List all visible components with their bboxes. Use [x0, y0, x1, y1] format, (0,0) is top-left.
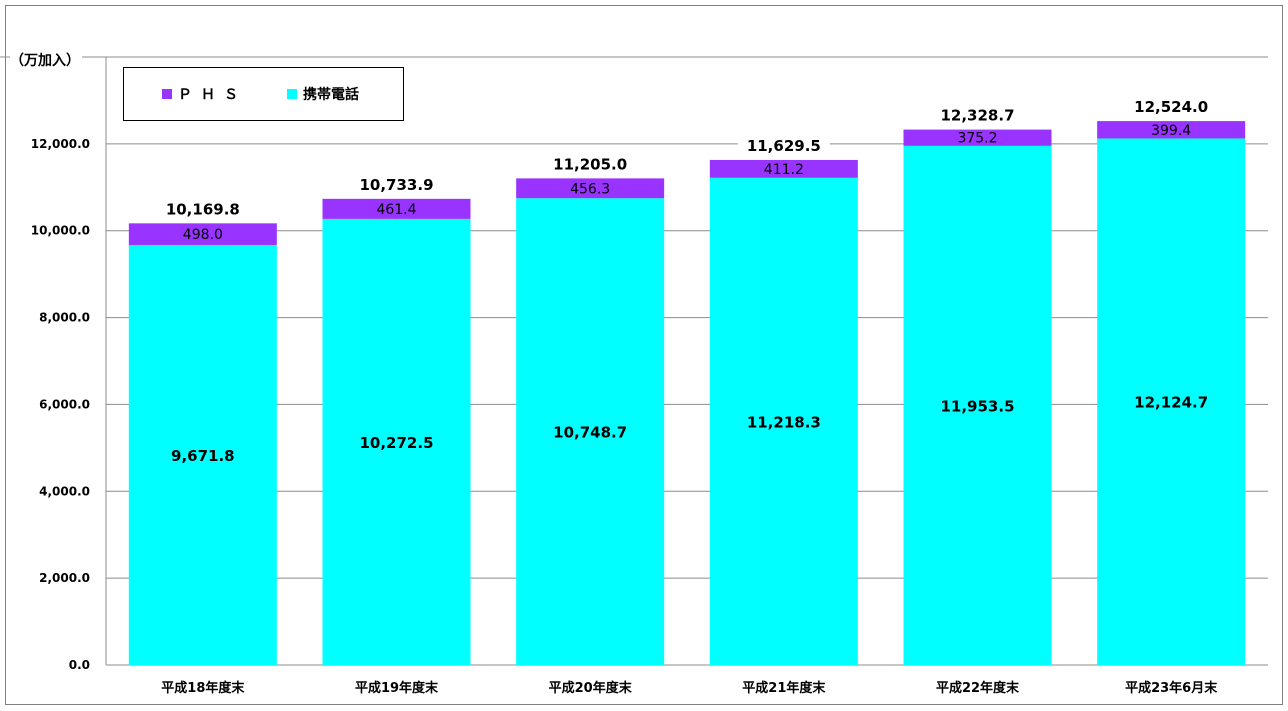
total-label: 11,629.5 [747, 137, 821, 155]
data-label-mobile: 11,218.3 [747, 413, 821, 431]
y-tick-label: 0.0 [69, 658, 90, 672]
x-tick-label: 平成21年度末 [742, 680, 826, 696]
y-axis-unit-label: （万加入） [10, 50, 82, 70]
x-tick-label: 平成20年度末 [549, 680, 633, 696]
y-tick-label: 12,000.0 [31, 137, 90, 151]
data-label-phs: 456.3 [570, 181, 610, 197]
total-label-bg [931, 105, 1024, 125]
y-tick-label: 6,000.0 [39, 397, 90, 411]
bar-mobile [1097, 138, 1246, 666]
data-label-mobile: 10,748.7 [553, 424, 627, 442]
total-label: 10,169.8 [166, 200, 240, 218]
data-label-phs: 498.0 [183, 227, 223, 243]
data-label-phs: 399.4 [1151, 123, 1191, 139]
data-label-phs: 411.2 [764, 162, 804, 178]
bar-phs [1097, 121, 1246, 139]
chart-frame [5, 5, 1283, 705]
x-tick-label: 平成22年度末 [936, 680, 1020, 696]
total-label-bg [350, 174, 443, 194]
bar-mobile [128, 244, 277, 666]
y-tick-label: 2,000.0 [39, 571, 90, 585]
bar-mobile [322, 218, 471, 665]
bar-mobile [903, 145, 1052, 665]
data-label-phs: 375.2 [957, 131, 997, 147]
total-label: 12,524.0 [1134, 98, 1208, 116]
bar-phs [516, 178, 665, 199]
data-label-mobile: 9,671.8 [171, 447, 235, 465]
legend-item-phs: ＰＨＳ [162, 84, 247, 104]
legend-swatch-mobile [287, 89, 297, 99]
bar-mobile [709, 177, 858, 666]
total-label: 12,328.7 [940, 107, 1014, 125]
total-label: 11,205.0 [553, 155, 627, 173]
data-label-phs: 461.4 [376, 202, 416, 218]
chart-legend: ＰＨＳ 携帯電話 [123, 67, 404, 121]
y-tick-label: 4,000.0 [39, 484, 90, 498]
total-label-bg [156, 199, 249, 219]
legend-swatch-phs [162, 89, 172, 99]
bar-phs [322, 198, 471, 219]
legend-label-phs: ＰＨＳ [178, 87, 247, 103]
x-tick-label: 平成18年度末 [161, 680, 245, 696]
total-label: 10,733.9 [359, 176, 433, 194]
legend-label-mobile: 携帯電話 [303, 87, 359, 103]
data-label-mobile: 12,124.7 [1134, 394, 1208, 412]
data-label-mobile: 10,272.5 [359, 434, 433, 452]
x-tick-label: 平成23年6月末 [1125, 680, 1218, 696]
data-label-mobile: 11,953.5 [940, 397, 1014, 415]
total-label-bg [737, 135, 830, 155]
x-tick-label: 平成19年度末 [355, 680, 439, 696]
y-tick-label: 10,000.0 [31, 224, 90, 238]
legend-item-mobile: 携帯電話 [287, 84, 359, 104]
bar-mobile [516, 198, 665, 665]
total-label-bg [1125, 97, 1218, 117]
y-tick-label: 8,000.0 [39, 311, 90, 325]
bar-phs [128, 223, 277, 245]
bar-phs [903, 129, 1052, 146]
bar-phs [709, 159, 858, 178]
total-label-bg [544, 154, 637, 174]
